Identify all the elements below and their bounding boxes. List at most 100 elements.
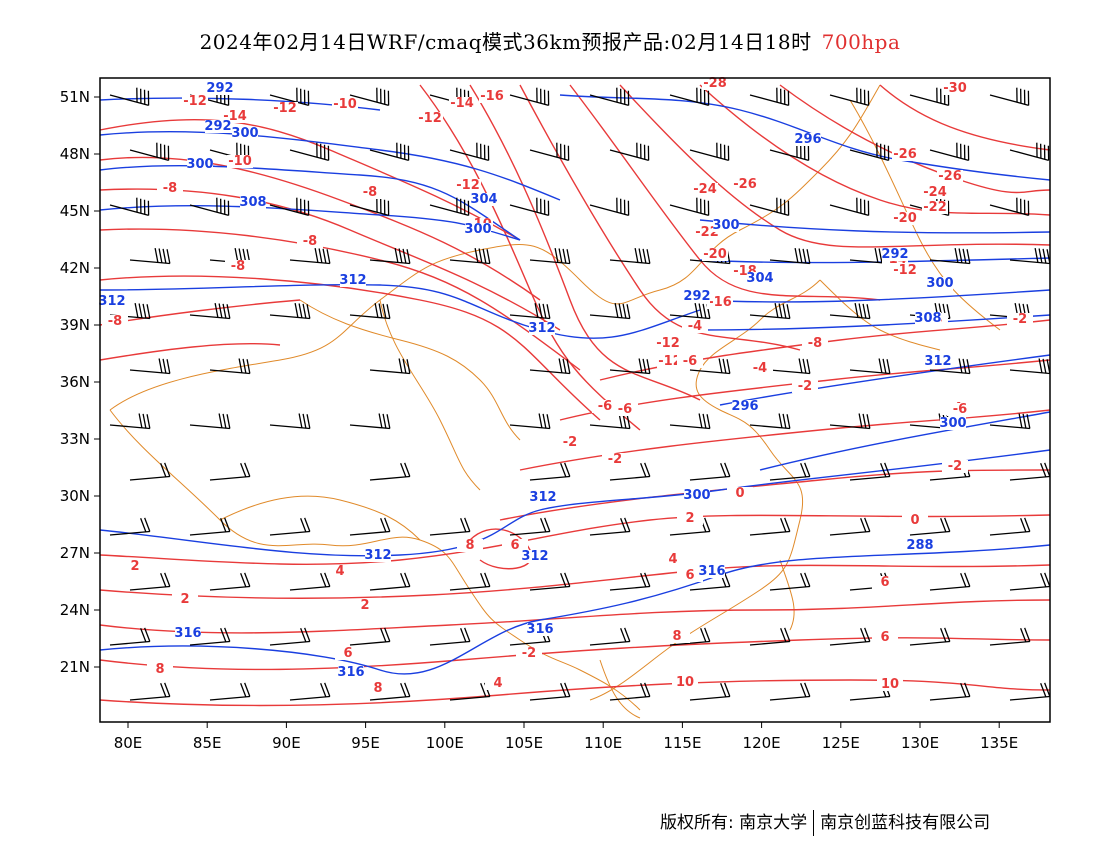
height-label-bg xyxy=(684,290,710,303)
temperature-contour xyxy=(99,637,1051,671)
lon-tick-label: 135E xyxy=(980,734,1018,752)
wind-barb xyxy=(269,87,310,106)
temp-label: -12 xyxy=(183,94,207,109)
wind-barb xyxy=(109,517,151,536)
wind-barb xyxy=(829,87,870,106)
border-line xyxy=(109,84,881,411)
height-label-bg xyxy=(882,248,908,261)
lat-tick-label: 27N xyxy=(60,544,90,562)
wind-barb xyxy=(109,413,151,430)
lon-tick-label: 125E xyxy=(822,734,860,752)
temp-label-bg xyxy=(1007,313,1033,326)
wind-barb xyxy=(669,413,711,430)
longitude-axis: 80E 85E 90E 95E 100E 105E 110E 115E 120E 125E 130E… xyxy=(114,722,1018,752)
wind-barb xyxy=(849,142,890,161)
lat-tick-label: 36N xyxy=(60,373,90,391)
height-label: 312 xyxy=(98,294,125,309)
temp-label: -22 xyxy=(923,200,947,215)
temp-label: 0 xyxy=(735,486,744,501)
wind-barb xyxy=(429,197,470,216)
wind-barb xyxy=(369,682,411,701)
temp-label-bg xyxy=(102,315,128,328)
height-label: 312 xyxy=(529,490,556,505)
temp-label: -4 xyxy=(688,319,702,334)
wind-barb xyxy=(109,197,150,216)
wind-barb xyxy=(509,517,551,536)
temp-label-bg xyxy=(172,593,198,606)
temp-label: 6 xyxy=(880,575,889,590)
temp-label: -14 xyxy=(450,96,474,111)
temp-label-bg xyxy=(147,663,173,676)
temp-label: 10 xyxy=(881,677,899,692)
temp-label: -16 xyxy=(480,89,504,104)
temperature-contour xyxy=(99,156,541,301)
wind-barb xyxy=(189,197,230,216)
height-label: 312 xyxy=(364,548,391,563)
footer-divider xyxy=(813,810,815,836)
wind-barb xyxy=(369,462,411,481)
border-line xyxy=(779,559,795,631)
temp-label: 10 xyxy=(676,675,694,690)
wind-barb xyxy=(909,627,951,646)
wind-barb xyxy=(369,572,411,591)
wind-barb xyxy=(1009,572,1051,591)
height-label: 296 xyxy=(794,132,821,147)
height-label-bg xyxy=(232,127,258,140)
border-line xyxy=(379,299,481,491)
wind-barb xyxy=(829,517,871,536)
temp-label: -6 xyxy=(618,402,632,417)
lon-tick-label: 110E xyxy=(584,734,622,752)
height-label: 308 xyxy=(239,195,266,210)
lon-tick-label: 105E xyxy=(505,734,543,752)
wind-barb xyxy=(429,627,471,646)
wind-barb xyxy=(749,303,791,320)
lat-tick-label: 30N xyxy=(60,487,90,505)
copyright-partner: 南京创蓝科技有限公司 xyxy=(820,813,991,833)
temp-label: 4 xyxy=(668,552,677,567)
temp-label-bg xyxy=(602,453,628,466)
temp-label-bg xyxy=(225,260,251,273)
temperature-contour xyxy=(619,84,1051,248)
height-label-bg xyxy=(747,272,773,285)
temp-label: -26 xyxy=(938,169,962,184)
height-label-bg xyxy=(340,274,366,287)
temp-label-bg xyxy=(877,678,903,691)
wind-barb xyxy=(769,248,811,265)
wind-barb xyxy=(689,142,730,161)
wind-barb xyxy=(129,358,171,375)
temp-label-bg xyxy=(157,182,183,195)
wind-barb xyxy=(829,627,871,646)
wind-barb xyxy=(669,627,711,646)
wind-barb xyxy=(129,142,170,161)
wind-barb xyxy=(769,682,811,701)
wind-barb xyxy=(749,413,791,430)
wind-barb xyxy=(609,142,650,161)
wind-barb xyxy=(269,517,311,536)
wind-barb xyxy=(849,462,891,481)
border-line xyxy=(109,409,641,711)
wind-barb xyxy=(369,142,410,161)
wind-barb xyxy=(669,87,710,106)
temp-label: -2 xyxy=(608,452,622,467)
wind-barb xyxy=(929,358,971,375)
temp-label-bg xyxy=(227,155,253,168)
height-label-bg xyxy=(927,277,953,290)
wind-barb xyxy=(589,627,631,646)
wind-barb xyxy=(929,142,970,161)
temp-label: -8 xyxy=(808,336,822,351)
lat-tick-label: 48N xyxy=(60,145,90,163)
wind-barb xyxy=(129,462,171,481)
height-label-bg xyxy=(529,322,555,335)
temp-label: 2 xyxy=(360,598,369,613)
wind-barb xyxy=(289,248,331,265)
wind-barb xyxy=(989,413,1031,430)
height-contour xyxy=(99,131,561,201)
height-label-bg xyxy=(338,666,364,679)
height-label: 292 xyxy=(206,81,233,96)
height-label: 316 xyxy=(526,622,553,637)
wind-barb xyxy=(589,87,630,106)
lon-tick-label: 115E xyxy=(663,734,701,752)
height-label: 316 xyxy=(698,564,725,579)
temp-label-bg xyxy=(612,403,638,416)
wind-barb xyxy=(929,248,971,265)
